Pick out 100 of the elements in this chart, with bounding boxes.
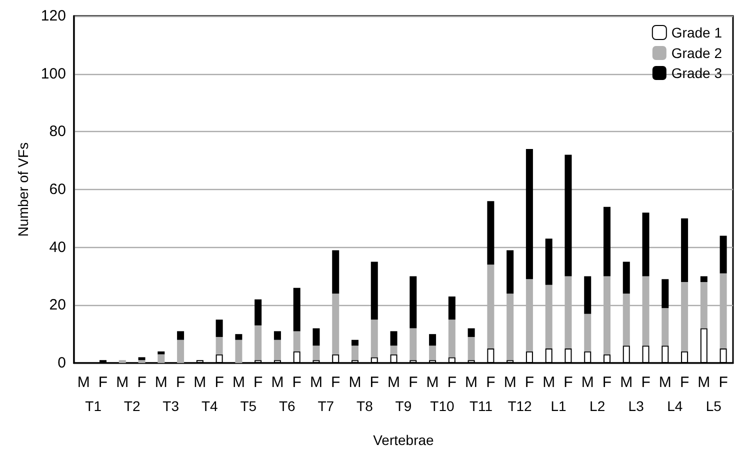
- legend-label: Grade 3: [671, 65, 722, 81]
- bar: [564, 154, 572, 276]
- bar: [622, 262, 630, 294]
- bar: [293, 288, 300, 332]
- bar: [526, 149, 533, 280]
- y-tick-label: 80: [49, 123, 66, 140]
- bar: [177, 340, 184, 363]
- bar: [352, 340, 358, 346]
- bar: [506, 250, 514, 294]
- bar: [584, 276, 592, 314]
- legend-label: Grade 1: [671, 24, 722, 40]
- bar: [312, 346, 320, 360]
- x-tick-label: F: [176, 374, 186, 391]
- bar: [390, 346, 398, 354]
- bar: [293, 331, 300, 352]
- x-tick-label: F: [602, 374, 612, 391]
- bar: [254, 299, 262, 326]
- bar: [216, 320, 223, 337]
- bar: [332, 250, 340, 294]
- text: L5: [706, 398, 722, 414]
- bar: [235, 340, 242, 363]
- text: T10: [430, 398, 455, 414]
- bar: [604, 206, 610, 276]
- y-tick-label: 100: [40, 65, 66, 82]
- bar: [138, 357, 146, 360]
- y-tick-label: 20: [49, 296, 66, 314]
- bar: [410, 328, 417, 360]
- bar: [720, 236, 727, 274]
- text: T3: [162, 398, 180, 414]
- x-tick-label: M: [154, 374, 168, 391]
- x-tick-label: F: [253, 374, 263, 391]
- x-tick-label: M: [698, 374, 710, 391]
- x-tick-label: M: [542, 374, 556, 391]
- x-tick-label: F: [718, 374, 728, 391]
- bar: [352, 346, 358, 360]
- x-axis-title: Vertebrae: [373, 432, 434, 448]
- bar: [254, 325, 262, 360]
- bar: [274, 340, 281, 360]
- text: T12: [508, 398, 532, 414]
- text: L2: [590, 398, 606, 414]
- bar: [545, 238, 552, 285]
- bar: [487, 201, 494, 265]
- bar: [158, 354, 165, 363]
- x-tick-label: F: [98, 374, 108, 391]
- bar: [681, 218, 688, 282]
- bar: [312, 328, 320, 346]
- x-tick-label: M: [116, 374, 129, 391]
- bar: [700, 276, 708, 282]
- text: L4: [667, 398, 683, 414]
- bar: [138, 360, 146, 363]
- x-tick-label: M: [310, 374, 322, 391]
- text: T1: [85, 398, 102, 414]
- x-tick-label: F: [137, 374, 146, 391]
- text: T7: [318, 398, 334, 414]
- text: T2: [124, 398, 140, 414]
- y-tick-label: 60: [49, 181, 66, 198]
- text: T5: [240, 398, 257, 414]
- x-tick-label: F: [370, 374, 379, 391]
- text: L3: [628, 398, 644, 414]
- x-tick-label: M: [504, 374, 516, 391]
- bar: [662, 279, 669, 308]
- bar: [429, 334, 436, 346]
- bar: [274, 331, 281, 340]
- text: T9: [395, 398, 412, 414]
- x-tick-label: F: [524, 374, 534, 391]
- text: T8: [356, 398, 374, 414]
- x-tick-label: M: [581, 374, 594, 391]
- bar: [410, 276, 417, 328]
- bar: [158, 351, 165, 354]
- x-tick-label: M: [658, 374, 672, 391]
- x-tick-label: M: [348, 374, 362, 391]
- bar: [448, 320, 456, 358]
- x-tick-label: F: [214, 374, 224, 391]
- y-tick-label: 120: [40, 8, 66, 24]
- bar: [468, 336, 475, 360]
- x-tick-label: F: [408, 374, 418, 391]
- x-tick-label: M: [620, 374, 633, 391]
- text: T11: [469, 398, 493, 414]
- bar: [390, 331, 398, 346]
- bar: [584, 314, 592, 352]
- bar: [118, 360, 126, 363]
- x-tick-label: F: [564, 374, 573, 391]
- text: T4: [201, 398, 218, 414]
- x-tick-label: M: [426, 374, 439, 391]
- y-tick-label: 0: [58, 354, 66, 372]
- bar: [216, 336, 223, 354]
- x-tick-label: M: [77, 374, 90, 391]
- x-tick-label: F: [292, 374, 302, 391]
- bar: [642, 212, 650, 276]
- x-tick-label: M: [388, 374, 400, 391]
- bar: [235, 334, 242, 340]
- bar: [429, 346, 436, 360]
- bar: [448, 296, 456, 320]
- x-tick-label: M: [232, 374, 245, 391]
- x-tick-label: M: [194, 374, 206, 391]
- x-tick-label: F: [680, 374, 690, 391]
- x-tick-label: F: [331, 374, 340, 391]
- y-tick-label: 40: [49, 238, 66, 256]
- x-tick-label: M: [465, 374, 478, 391]
- text: L1: [550, 398, 567, 414]
